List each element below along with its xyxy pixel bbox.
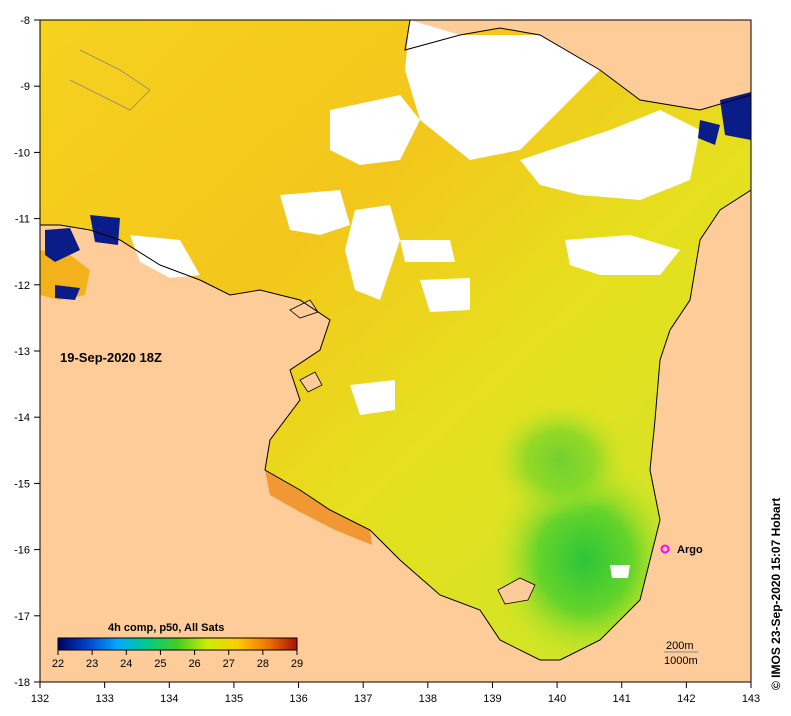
colorbar-tick-label: 29 <box>291 658 303 670</box>
y-tick-label: -18 <box>14 677 30 689</box>
y-tick-label: -16 <box>14 545 30 557</box>
shallow-water-patches <box>45 92 751 300</box>
x-tick-label: 142 <box>677 693 695 705</box>
y-axis: -8 -9 -10 -11 -12 -13 -14 -15 -16 -17 -18 <box>14 15 40 689</box>
warm-coastal-strip <box>265 470 372 545</box>
colorbar-tick-label: 26 <box>188 658 200 670</box>
y-tick-label: -13 <box>14 346 30 358</box>
x-tick-label: 140 <box>548 693 566 705</box>
x-tick-label: 136 <box>289 693 307 705</box>
x-tick-label: 132 <box>31 693 49 705</box>
colorbar-ticks: 22 23 24 25 26 27 28 29 <box>52 650 303 670</box>
y-tick-label: -12 <box>14 280 30 292</box>
contour-200-label: 200m <box>666 640 694 652</box>
credit-label: © IMOS 23-Sep-2020 15:07 Hobart <box>769 498 783 690</box>
y-tick-label: -9 <box>20 81 30 93</box>
cape-york-land <box>540 190 751 682</box>
depth-contour <box>69 49 151 111</box>
contour-1000-label: 1000m <box>664 655 698 667</box>
colorbar-tick-label: 23 <box>86 658 98 670</box>
colorbar-tick-label: 24 <box>120 658 132 670</box>
argo-marker: Argo <box>660 544 703 556</box>
y-tick-label: -17 <box>14 611 30 623</box>
colorbar-tick-label: 27 <box>223 658 235 670</box>
argo-float-icon <box>660 544 670 554</box>
islands <box>289 299 536 605</box>
colorbar-bar <box>57 637 298 651</box>
cloud-cover <box>130 20 700 578</box>
map-area <box>40 20 751 682</box>
colorbar-tick-label: 28 <box>257 658 269 670</box>
y-tick-label: -8 <box>20 15 30 27</box>
cool-water-patch <box>490 400 630 520</box>
y-tick-label: -14 <box>14 412 30 424</box>
x-tick-label: 139 <box>483 693 501 705</box>
x-tick-label: 143 <box>742 693 760 705</box>
y-tick-label: -15 <box>14 478 30 490</box>
sea-inlet <box>40 250 90 300</box>
argo-label: Argo <box>677 544 703 556</box>
x-tick-label: 133 <box>95 693 113 705</box>
x-tick-label: 141 <box>613 693 631 705</box>
colorbar: 4h comp, p50, All Sats 22 23 24 25 26 27 28 29 <box>52 622 303 670</box>
x-tick-label: 135 <box>225 693 243 705</box>
coastline <box>40 20 751 661</box>
colorbar-tick-label: 22 <box>52 658 64 670</box>
date-label: 19-Sep-2020 18Z <box>60 350 162 365</box>
x-tick-label: 138 <box>419 693 437 705</box>
contour-legend: 200m 1000m <box>664 640 698 667</box>
x-axis: 132 133 134 135 136 137 138 139 140 141 142 143 <box>31 682 760 705</box>
colorbar-tick-label: 25 <box>154 658 166 670</box>
colorbar-title: 4h comp, p50, All Sats <box>108 622 224 634</box>
x-tick-label: 137 <box>354 693 372 705</box>
y-tick-label: -11 <box>15 214 30 226</box>
y-tick-label: -10 <box>14 147 30 159</box>
x-tick-label: 134 <box>160 693 178 705</box>
